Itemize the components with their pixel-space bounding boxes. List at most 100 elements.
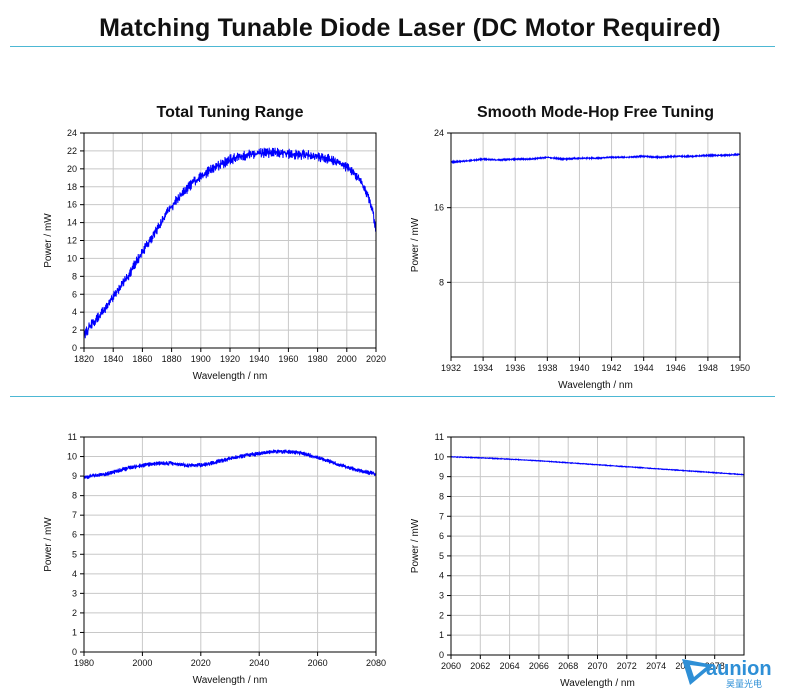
y-tick-label: 3 bbox=[72, 588, 77, 598]
y-tick-label: 0 bbox=[72, 647, 77, 657]
x-tick-label: 1938 bbox=[537, 363, 557, 373]
y-tick-label: 18 bbox=[67, 182, 77, 192]
x-tick-label: 1960 bbox=[278, 354, 298, 364]
x-tick-label: 2000 bbox=[132, 658, 152, 668]
x-tick-label: 1980 bbox=[308, 354, 328, 364]
y-tick-label: 5 bbox=[439, 551, 444, 561]
x-axis-label: Wavelength / nm bbox=[560, 678, 635, 689]
x-tick-label: 2074 bbox=[646, 661, 666, 671]
y-tick-label: 4 bbox=[72, 569, 77, 579]
x-tick-label: 2000 bbox=[337, 354, 357, 364]
y-tick-label: 4 bbox=[72, 307, 77, 317]
y-tick-label: 6 bbox=[72, 289, 77, 299]
x-tick-label: 2062 bbox=[470, 661, 490, 671]
y-axis-label: Power / mW bbox=[410, 518, 421, 573]
chart-title: Smooth Mode-Hop Free Tuning bbox=[477, 104, 714, 121]
y-tick-label: 10 bbox=[434, 452, 444, 462]
aunion-logo: aunion 昊量光电 bbox=[682, 658, 772, 689]
y-tick-label: 11 bbox=[435, 432, 444, 442]
x-tick-label: 2060 bbox=[441, 661, 461, 671]
x-axis-label: Wavelength / nm bbox=[558, 380, 633, 391]
y-tick-label: 1 bbox=[72, 627, 77, 637]
series-line bbox=[83, 147, 377, 339]
x-tick-label: 1820 bbox=[74, 354, 94, 364]
chart-range-2060-2080: 2060 2062 2064 2066 2068 2070 2072 2074 2 0 7 6 2078… bbox=[410, 432, 745, 689]
x-tick-label: 1920 bbox=[220, 354, 240, 364]
x-tick-label: 1940 bbox=[249, 354, 269, 364]
y-tick-label: 10 bbox=[67, 452, 77, 462]
logo-text: aunion bbox=[706, 658, 772, 680]
y-tick-label: 12 bbox=[67, 236, 77, 246]
x-tick-label: 1840 bbox=[103, 354, 123, 364]
x-tick-label: 1860 bbox=[132, 354, 152, 364]
x-tick-label: 1950 bbox=[730, 363, 750, 373]
plot-frame bbox=[450, 132, 741, 358]
y-tick-label: 1 bbox=[439, 630, 444, 640]
y-tick-label: 4 bbox=[439, 571, 444, 581]
x-tick-label: 1980 bbox=[74, 658, 94, 668]
x-tick-label: 2064 bbox=[500, 661, 520, 671]
x-tick-label: 2020 bbox=[366, 354, 386, 364]
y-axis-label: Power / mW bbox=[43, 517, 54, 572]
x-tick-label: 1944 bbox=[634, 363, 654, 373]
x-tick-label: 1880 bbox=[162, 354, 182, 364]
page-title: Matching Tunable Diode Laser (DC Motor R… bbox=[99, 14, 721, 42]
series-line bbox=[450, 152, 741, 165]
y-tick-label: 7 bbox=[72, 510, 77, 520]
y-tick-label: 5 bbox=[72, 549, 77, 559]
chart-mode-hop-free-tuning: Smooth Mode-Hop Free Tuning 1932 1934 1936 1… bbox=[410, 104, 750, 391]
y-tick-label: 2 bbox=[72, 325, 77, 335]
x-tick-label: 2020 bbox=[191, 658, 211, 668]
logo-subtext: 昊量光电 bbox=[726, 678, 762, 689]
x-tick-label: 1900 bbox=[191, 354, 211, 364]
y-tick-label: 6 bbox=[72, 530, 77, 540]
plot-frame bbox=[83, 436, 377, 653]
y-tick-label: 0 bbox=[72, 343, 77, 353]
y-tick-label: 24 bbox=[434, 128, 444, 138]
section-divider bbox=[10, 396, 775, 397]
x-tick-label: 1948 bbox=[698, 363, 718, 373]
series-line bbox=[450, 455, 745, 476]
y-tick-label: 22 bbox=[67, 146, 77, 156]
x-tick-label: 2072 bbox=[617, 661, 637, 671]
series-line bbox=[83, 448, 377, 480]
x-tick-label: 2068 bbox=[558, 661, 578, 671]
x-tick-label: 2066 bbox=[529, 661, 549, 671]
y-tick-label: 2 bbox=[439, 610, 444, 620]
chart-title: Total Tuning Range bbox=[157, 104, 304, 121]
y-tick-label: 7 bbox=[439, 511, 444, 521]
x-axis-label: Wavelength / nm bbox=[193, 371, 268, 382]
y-tick-label: 8 bbox=[72, 491, 77, 501]
y-tick-label: 14 bbox=[67, 218, 77, 228]
x-tick-label: 2040 bbox=[249, 658, 269, 668]
x-tick-label: 1946 bbox=[666, 363, 686, 373]
y-tick-label: 11 bbox=[68, 432, 77, 442]
y-tick-label: 6 bbox=[439, 531, 444, 541]
y-tick-label: 16 bbox=[434, 203, 444, 213]
x-tick-label: 2080 bbox=[366, 658, 386, 668]
x-tick-label: 1934 bbox=[473, 363, 493, 373]
y-tick-label: 16 bbox=[67, 200, 77, 210]
y-tick-label: 8 bbox=[439, 277, 444, 287]
y-tick-label: 9 bbox=[439, 472, 444, 482]
chart-range-1980-2080: 1980 2000 2020 2040 2060 2080 0 1 2 3 4 5 6 7 8 9 10 11 Wa… bbox=[43, 432, 386, 686]
x-tick-label: 1942 bbox=[602, 363, 622, 373]
x-tick-label: 1940 bbox=[569, 363, 589, 373]
x-tick-label: 1932 bbox=[441, 363, 461, 373]
y-axis-label: Power / mW bbox=[410, 217, 421, 272]
x-tick-label: 2060 bbox=[308, 658, 328, 668]
x-tick-label: 2078 bbox=[705, 661, 725, 671]
y-tick-label: 2 bbox=[72, 608, 77, 618]
y-tick-label: 10 bbox=[67, 253, 77, 263]
y-tick-label: 0 bbox=[439, 650, 444, 660]
x-axis-label: Wavelength / nm bbox=[193, 675, 268, 686]
y-axis-label: Power / mW bbox=[43, 213, 54, 268]
y-tick-label: 20 bbox=[67, 164, 77, 174]
header-divider bbox=[10, 46, 775, 47]
y-tick-label: 8 bbox=[72, 271, 77, 281]
x-tick-label: 1936 bbox=[505, 363, 525, 373]
y-tick-label: 9 bbox=[72, 471, 77, 481]
x-tick-label: 2070 bbox=[587, 661, 607, 671]
y-tick-label: 24 bbox=[67, 128, 77, 138]
